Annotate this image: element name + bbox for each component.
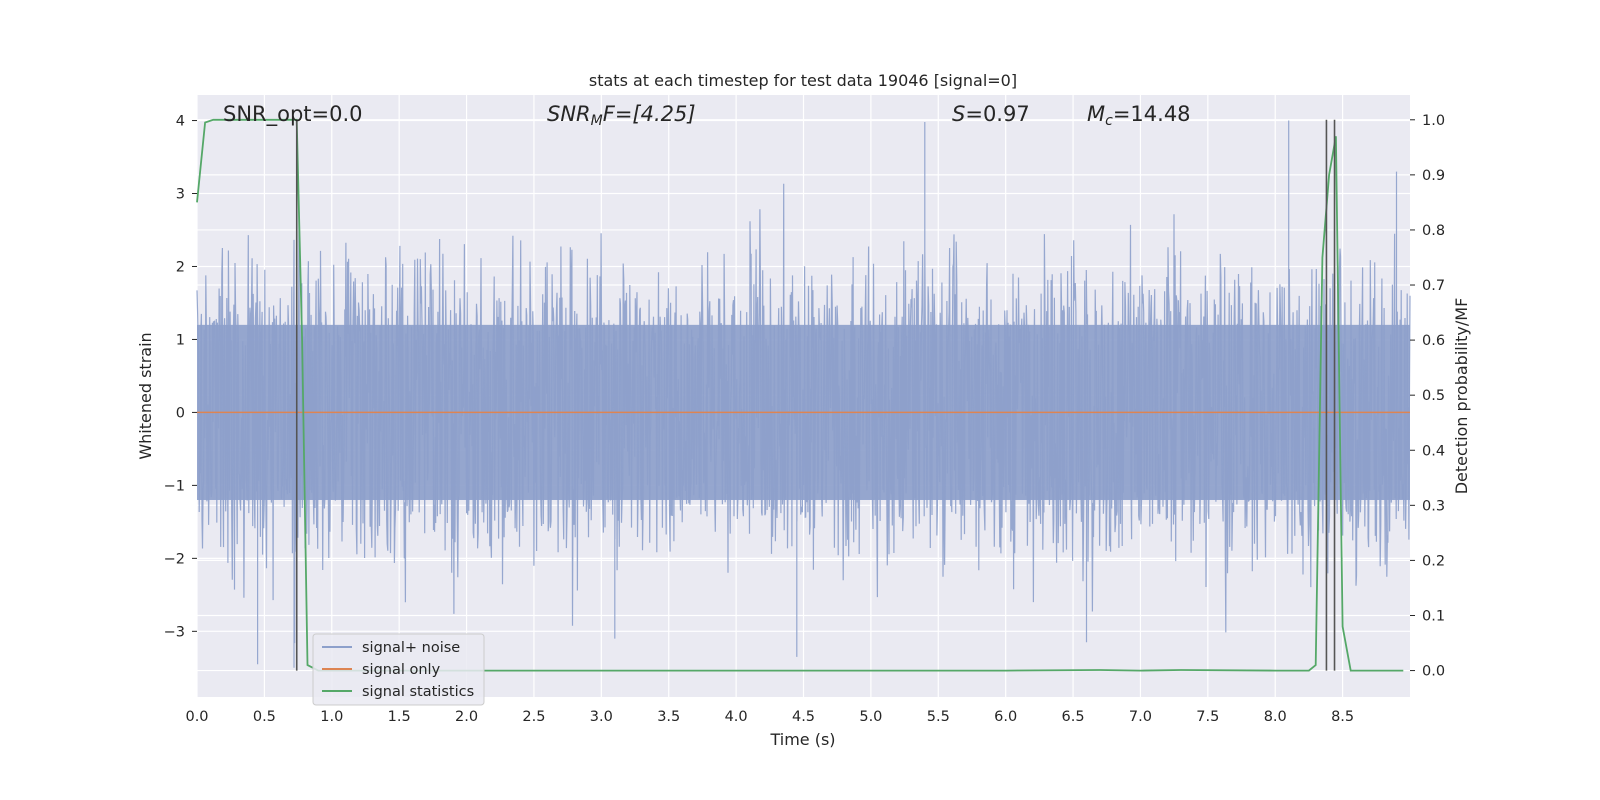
y-right-tick-label: 0.6 bbox=[1422, 333, 1445, 349]
x-tick-label: 3.5 bbox=[657, 709, 680, 725]
y-right-tick-label: 0.8 bbox=[1422, 223, 1445, 239]
y-tick-label: 1 bbox=[176, 332, 185, 348]
y-tick-label: 0 bbox=[176, 405, 185, 421]
x-tick-label: 0.0 bbox=[185, 709, 208, 725]
x-tick-label: 3.0 bbox=[590, 709, 613, 725]
y-tick-label: 4 bbox=[176, 114, 185, 130]
x-tick-label: 4.5 bbox=[792, 709, 815, 725]
x-tick-label: 2.0 bbox=[455, 709, 478, 725]
y-right-tick-label: 0.9 bbox=[1422, 168, 1445, 184]
annotation-snr-mf-var: SNR bbox=[547, 102, 591, 126]
annotation-snr-mf: SNRMF=[4.25] bbox=[547, 102, 696, 129]
x-tick-label: 7.5 bbox=[1196, 709, 1219, 725]
x-tick-label: 1.5 bbox=[388, 709, 411, 725]
y-tick-label: 3 bbox=[176, 187, 185, 203]
x-tick-label: 4.0 bbox=[725, 709, 748, 725]
x-tick-label: 7.0 bbox=[1129, 709, 1152, 725]
y-tick-label: 2 bbox=[176, 259, 185, 275]
annotation-mc: Mc=14.48 bbox=[1087, 102, 1191, 129]
x-tick-label: 8.0 bbox=[1264, 709, 1287, 725]
y-axis-label: Whitened strain bbox=[136, 332, 155, 459]
x-tick-label: 2.5 bbox=[522, 709, 545, 725]
legend-label-signal-noise: signal+ noise bbox=[362, 640, 460, 656]
x-ticks: 0.0 0.5 1.0 1.5 2.0 2.5 3.0 3.5 4.0 4.5 5.0 5.5 6.0 6… bbox=[185, 709, 1354, 725]
x-tick-label: 5.0 bbox=[859, 709, 882, 725]
y-right-tick-label: 0.0 bbox=[1422, 664, 1445, 680]
y-right-tick-label: 0.7 bbox=[1422, 278, 1445, 294]
x-tick-label: 0.5 bbox=[253, 709, 276, 725]
legend: signal+ noise signal only signal statist… bbox=[312, 633, 485, 706]
vertical-markers bbox=[295, 119, 1336, 671]
x-tick-label: 6.5 bbox=[1062, 709, 1085, 725]
x-tick-label: 1.0 bbox=[320, 709, 343, 725]
annotation-mc-var: M bbox=[1087, 102, 1105, 126]
annotation-snr-opt: SNR_opt=0.0 bbox=[223, 102, 363, 127]
annotation-snr-mf-sub: M bbox=[591, 113, 603, 129]
y-right-ticks: 0.0 0.1 0.2 0.3 0.4 0.5 0.6 0.7 0.8 0.9 1.0 bbox=[1410, 113, 1445, 680]
chart-title: stats at each timestep for test data 190… bbox=[589, 71, 1017, 90]
legend-label-signal-statistics: signal statistics bbox=[362, 684, 474, 700]
y-right-tick-label: 1.0 bbox=[1422, 113, 1445, 129]
y-ticks: −3 −2 −1 0 1 2 3 4 bbox=[164, 114, 197, 640]
y-right-tick-label: 0.5 bbox=[1422, 388, 1445, 404]
annotation-snr-mf-rest: F=[4.25] bbox=[603, 102, 696, 126]
annotation-s-var: S bbox=[952, 102, 965, 126]
y-tick-label: −1 bbox=[164, 478, 185, 494]
annotation-s-val: =0.97 bbox=[965, 102, 1029, 126]
y-tick-label: −3 bbox=[164, 624, 185, 640]
x-tick-label: 5.5 bbox=[927, 709, 950, 725]
legend-box bbox=[312, 633, 485, 706]
x-tick-label: 8.5 bbox=[1331, 709, 1354, 725]
annotation-mc-val: =14.48 bbox=[1113, 102, 1191, 126]
y-right-axis-label: Detection probability/MF bbox=[1452, 298, 1471, 495]
x-axis-label: Time (s) bbox=[769, 730, 835, 749]
y-right-tick-label: 0.1 bbox=[1422, 608, 1445, 624]
noise-trace bbox=[196, 120, 1411, 668]
y-tick-label: −2 bbox=[164, 551, 185, 567]
annotation-mc-sub: c bbox=[1105, 113, 1113, 129]
y-right-tick-label: 0.2 bbox=[1422, 553, 1445, 569]
x-tick-label: 6.0 bbox=[994, 709, 1017, 725]
legend-label-signal-only: signal only bbox=[362, 662, 441, 678]
y-right-tick-label: 0.4 bbox=[1422, 443, 1445, 459]
annotation-s: S=0.97 bbox=[952, 102, 1030, 126]
y-right-tick-label: 0.3 bbox=[1422, 498, 1445, 514]
